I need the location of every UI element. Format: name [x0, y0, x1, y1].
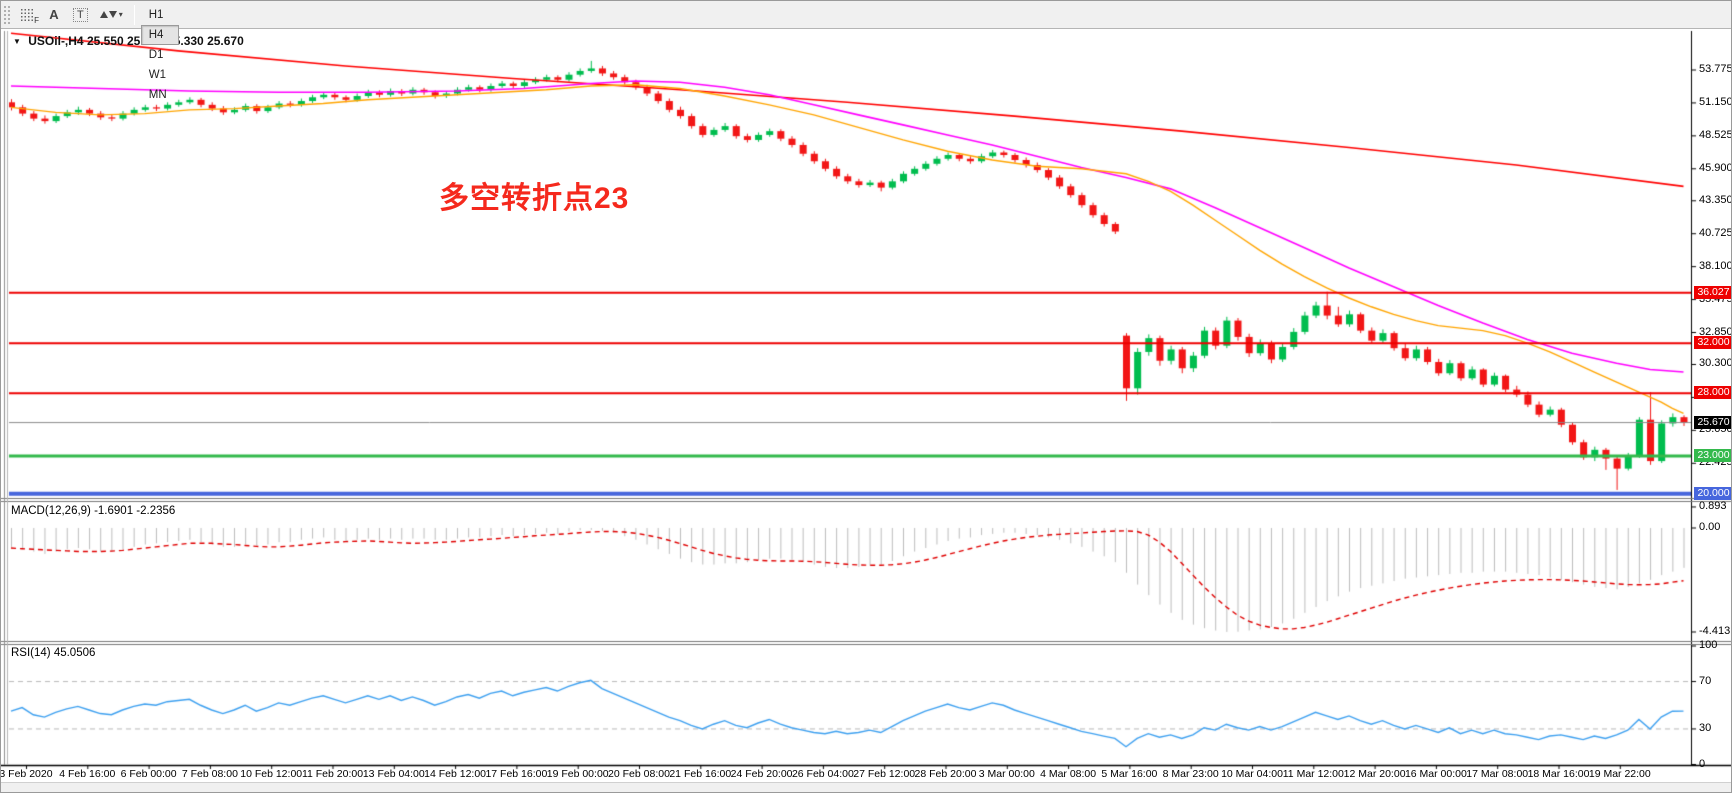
time-axis-label: 3 Mar 00:00	[978, 768, 1035, 780]
time-axis-label: 20 Feb 08:00	[608, 768, 670, 780]
arrow-down-icon	[108, 11, 117, 18]
time-axis-label: 14 Feb 12:00	[424, 768, 487, 780]
time-axis-label: 10 Feb 12:00	[240, 768, 303, 780]
time-axis-label: 27 Feb 12:00	[853, 768, 916, 780]
text-box-button[interactable]: T	[68, 4, 93, 26]
timeframe-button-mn[interactable]: MN	[148, 88, 167, 101]
current-price-badge: 25.670	[1694, 415, 1731, 429]
rsi-tick-label: 70	[1699, 674, 1712, 687]
time-axis-label: 13 Feb 04:00	[362, 768, 425, 780]
rsi-indicator-label: RSI(14) 45.0506	[11, 647, 96, 659]
timeframe-button-d1[interactable]: D1	[148, 48, 164, 61]
timeframe-button-w1[interactable]: W1	[148, 68, 166, 81]
price-tick-label: 43.350	[1699, 193, 1732, 206]
timeframe-button-h4[interactable]: H4	[140, 24, 180, 45]
price-tick-label: 51.150	[1699, 95, 1732, 108]
price-tick-label: 45.900	[1699, 161, 1732, 174]
text-box-icon: T	[73, 7, 88, 22]
time-axis-label: 8 Mar 23:00	[1162, 768, 1219, 780]
time-axis-label: 10 Mar 04:00	[1221, 768, 1283, 780]
time-axis-label: 11 Feb 20:00	[301, 768, 364, 780]
toolbar-grip[interactable]	[3, 4, 11, 25]
price-level-badge: 20.000	[1694, 486, 1731, 500]
time-axis-label: 4 Mar 08:00	[1040, 768, 1097, 780]
macd-tick-label: 0.00	[1699, 521, 1721, 533]
time-axis-label: 18 Mar 16:00	[1527, 768, 1590, 780]
arrow-up-icon	[99, 11, 108, 18]
price-level-badge: 32.000	[1694, 336, 1731, 350]
time-axis-label: 19 Mar 22:00	[1588, 768, 1651, 780]
price-tick-label: 40.725	[1699, 226, 1732, 239]
price-tick-label: 30.300	[1699, 357, 1732, 370]
chart-templates-icon: F	[20, 8, 39, 25]
chart-ohlc-readout: ▼ USOil-,H4 25.550 25.870 25.330 25.670	[13, 34, 244, 48]
price-tick-label: 32.850	[1699, 325, 1732, 338]
rsi-tick-label: 100	[1699, 639, 1718, 651]
chevron-down-icon: ▾	[118, 10, 123, 19]
time-axis-label: 6 Feb 00:00	[120, 768, 177, 780]
macd-indicator-label: MACD(12,26,9) -1.6901 -2.2356	[11, 505, 176, 517]
chart-annotation-text: 多空转折点23	[439, 182, 630, 215]
time-axis-label: 12 Mar 20:00	[1343, 768, 1406, 780]
rsi-tick-label: 0	[1699, 757, 1706, 770]
price-tick-label: 53.775	[1699, 63, 1732, 75]
time-axis-label: 3 Feb 2020	[0, 768, 53, 780]
macd-tick-label: 0.893	[1699, 499, 1727, 512]
price-level-badge: 23.000	[1694, 449, 1731, 463]
toolbar: F A T ▾ M1M5M15M30H1H4D1W1MN	[1, 1, 1731, 101]
symbol-label: USOil-,H4	[28, 34, 84, 48]
text-label-button[interactable]: A	[42, 4, 66, 26]
time-axis-label: 11 Mar 12:00	[1282, 768, 1344, 780]
time-axis-label: 24 Feb 20:00	[730, 768, 793, 780]
time-axis-label: 17 Feb 16:00	[485, 768, 548, 780]
timeframe-button-h1[interactable]: H1	[148, 8, 164, 21]
time-axis-label: 4 Feb 16:00	[59, 768, 116, 780]
toolbar-separator	[133, 4, 135, 25]
time-axis-label: 17 Mar 08:00	[1466, 768, 1529, 780]
price-level-badge: 36.027	[1694, 285, 1731, 299]
timeframe-button-row: M1M5M15M30H1H4D1W1MN	[140, 1, 180, 105]
rsi-tick-label: 30	[1699, 721, 1712, 734]
time-axis-label: 28 Feb 20:00	[914, 768, 977, 780]
price-tick-label: 38.100	[1699, 259, 1732, 272]
text-label-icon: A	[49, 7, 59, 22]
time-axis-label: 21 Feb 16:00	[669, 768, 732, 780]
price-tick-label: 48.525	[1699, 128, 1732, 141]
status-strip	[1, 782, 1731, 792]
chart-templates-button[interactable]: F	[15, 4, 40, 26]
time-axis-label: 16 Mar 00:00	[1404, 768, 1467, 780]
time-axis-label: 19 Feb 00:00	[546, 768, 609, 780]
symbol-dropdown-icon: ▼	[13, 37, 21, 46]
price-level-badge: 28.000	[1694, 386, 1731, 400]
arrow-objects-button[interactable]: ▾	[95, 4, 128, 26]
time-axis-label: 5 Mar 16:00	[1101, 768, 1158, 780]
time-axis-label: 7 Feb 08:00	[181, 768, 238, 780]
time-axis-label: 26 Feb 04:00	[791, 768, 854, 780]
